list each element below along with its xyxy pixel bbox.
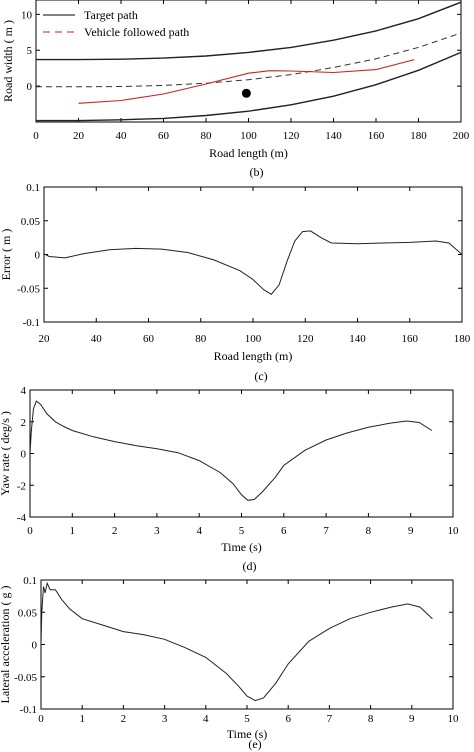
y-tick-label: -0.05 xyxy=(14,672,37,684)
point-marker xyxy=(241,88,251,98)
x-tick-label: 7 xyxy=(323,525,329,537)
x-tick-label: 20 xyxy=(39,333,51,345)
x-tick-label: 1 xyxy=(70,525,76,537)
x-tick-label: 140 xyxy=(349,333,366,345)
x-tick-label: 10 xyxy=(448,713,460,725)
chart-panel-c: 20 40 60 80 100 120 140 160 180 -0.1 -0.05 0 0.05 0.1… xyxy=(0,182,471,383)
x-axis-label: Time (s) xyxy=(227,727,268,741)
panel-label: (c) xyxy=(254,369,267,383)
x-tick-label: 20 xyxy=(73,130,85,142)
plot-frame xyxy=(43,186,463,323)
y-tick-label: -0.1 xyxy=(23,317,40,329)
x-tick-label: 6 xyxy=(285,713,291,725)
x-tick-label: 2 xyxy=(112,525,118,537)
x-tick-label: 7 xyxy=(327,713,333,725)
panel-label: (e) xyxy=(248,737,261,751)
series-line-4 xyxy=(78,59,415,104)
chart-panel-b: 0 20 40 60 80 100 120 140 160 180 200 0 5 10 Road leng… xyxy=(1,0,470,179)
x-tick-label: 1 xyxy=(79,713,85,725)
y-tick-label: -2 xyxy=(17,480,26,492)
y-tick-label: 2 xyxy=(21,417,27,429)
x-tick-label: 80 xyxy=(201,130,213,142)
series-line-1 xyxy=(30,400,433,501)
x-tick-label: 40 xyxy=(91,333,103,345)
legend-entry-1: Target path xyxy=(84,8,138,22)
y-tick-label: 0 xyxy=(35,250,41,262)
y-axis-label: Yaw rate ( deg/s ) xyxy=(0,411,12,496)
x-tick-label: 9 xyxy=(408,525,414,537)
x-tick-label: 0 xyxy=(27,525,33,537)
chart-panel-e: 0 1 2 3 4 5 6 7 8 9 10 -0.1 -0.05 0 0.05 0.1 Time (s) Lat… xyxy=(0,575,459,751)
x-tick-label: 2 xyxy=(121,713,127,725)
x-tick-label: 80 xyxy=(195,333,207,345)
x-tick-label: 40 xyxy=(116,130,128,142)
plot-frame xyxy=(29,389,454,518)
x-tick-label: 9 xyxy=(409,713,415,725)
x-axis-label: Road length (m) xyxy=(209,146,288,160)
x-tick-label: 5 xyxy=(244,713,250,725)
chart-legend: Target path Vehicle followed path xyxy=(43,8,189,39)
y-tick-label: 0 xyxy=(21,449,27,461)
x-tick-label: 8 xyxy=(368,713,374,725)
x-tick-label: 6 xyxy=(281,525,287,537)
x-tick-label: 5 xyxy=(239,525,245,537)
x-tick-label: 0 xyxy=(38,713,44,725)
x-tick-label: 10 xyxy=(448,525,460,537)
x-tick-label: 60 xyxy=(143,333,155,345)
x-tick-label: 60 xyxy=(158,130,170,142)
panel-label: (d) xyxy=(243,559,257,573)
x-tick-label: 4 xyxy=(203,713,209,725)
y-tick-label: 0 xyxy=(32,640,38,652)
x-tick-label: 160 xyxy=(402,333,419,345)
y-tick-label: -0.05 xyxy=(17,283,40,295)
y-axis-label: Lateral acceleration ( g ) xyxy=(0,586,12,704)
x-tick-label: 160 xyxy=(368,130,385,142)
y-tick-label: 5 xyxy=(27,45,33,57)
y-axis-label: Error ( m ) xyxy=(0,229,13,281)
panel-label: (b) xyxy=(250,165,264,179)
series-line-2 xyxy=(36,51,461,122)
x-tick-label: 3 xyxy=(162,713,168,725)
y-tick-label: -0.1 xyxy=(20,704,37,716)
plot-frame xyxy=(40,579,454,710)
y-tick-label: 0 xyxy=(27,81,33,93)
series-line-3 xyxy=(36,32,461,88)
y-tick-label: -4 xyxy=(17,512,27,524)
x-axis-label: Road length (m) xyxy=(214,349,293,363)
x-tick-label: 180 xyxy=(410,130,427,142)
y-tick-label: 0.05 xyxy=(21,216,41,228)
x-tick-label: 200 xyxy=(453,130,470,142)
x-tick-label: 3 xyxy=(154,525,160,537)
series-line-1 xyxy=(41,581,433,702)
series-line-1 xyxy=(36,1,461,61)
x-tick-label: 100 xyxy=(240,130,257,142)
legend-entry-2: Vehicle followed path xyxy=(84,25,189,39)
x-tick-label: 4 xyxy=(196,525,202,537)
y-tick-label: 10 xyxy=(21,9,33,21)
chart-panel-d: 0 1 2 3 4 5 6 7 8 9 10 -4 -2 0 2 4 Time (s) Yaw rate ( de… xyxy=(0,385,459,573)
x-tick-label: 120 xyxy=(297,333,314,345)
x-tick-label: 0 xyxy=(33,130,39,142)
series-line-1 xyxy=(44,230,462,295)
x-tick-label: 100 xyxy=(245,333,262,345)
x-tick-label: 8 xyxy=(366,525,372,537)
x-axis-label: Time (s) xyxy=(221,540,262,554)
x-tick-label: 180 xyxy=(454,333,471,345)
y-tick-label: 0.1 xyxy=(26,182,40,194)
x-tick-label: 140 xyxy=(325,130,342,142)
y-tick-label: 0.1 xyxy=(23,575,37,587)
y-axis-label: Road width ( m ) xyxy=(1,20,15,102)
x-tick-label: 120 xyxy=(283,130,300,142)
y-tick-label: 4 xyxy=(21,385,27,397)
y-tick-label: 0.05 xyxy=(18,607,38,619)
